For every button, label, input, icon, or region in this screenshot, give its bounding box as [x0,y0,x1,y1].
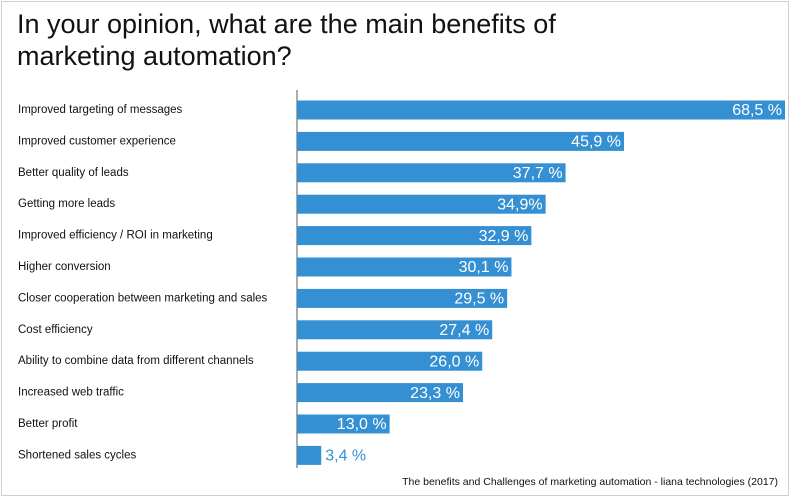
bar [297,351,483,371]
category-label: Improved targeting of messages [18,104,183,116]
value-label: 37,7 % [513,165,563,182]
chart-title: In your opinion, what are the main benef… [17,9,556,71]
category-label: Increased web traffic [18,387,124,399]
value-label: 13,0 % [337,416,387,433]
category-label: Ability to combine data from different c… [18,355,254,367]
value-label: 34,9% [497,196,542,213]
bar [297,131,624,151]
bar [297,383,463,403]
bar [297,414,390,434]
value-label: 26,0 % [429,353,479,370]
value-label: 3,4 % [325,448,366,465]
bar [297,257,512,277]
category-label: Closer cooperation between marketing and… [18,292,268,304]
bar [297,320,493,340]
value-label: 23,3 % [410,385,460,402]
bar [297,194,546,214]
category-label: Better quality of leads [18,167,129,179]
category-label: Improved customer experience [18,135,176,147]
category-label: Cost efficiency [18,324,93,336]
bar [297,288,508,308]
value-label: 45,9 % [571,134,621,151]
bar [297,163,566,183]
category-label: Better profit [18,418,78,430]
value-label: 68,5 % [732,102,782,119]
bar [297,226,532,246]
value-label: 27,4 % [439,322,489,339]
category-label: Higher conversion [18,261,111,273]
bar [297,445,322,465]
category-label: Getting more leads [18,198,115,210]
bar [297,100,785,120]
category-label: Improved efficiency / ROI in marketing [18,230,213,242]
value-label: 29,5 % [454,291,504,308]
source: The benefits and Challenges of marketing… [402,476,778,488]
value-label: 32,9 % [479,228,529,245]
category-label: Shortened sales cycles [18,449,137,461]
value-label: 30,1 % [459,259,509,276]
